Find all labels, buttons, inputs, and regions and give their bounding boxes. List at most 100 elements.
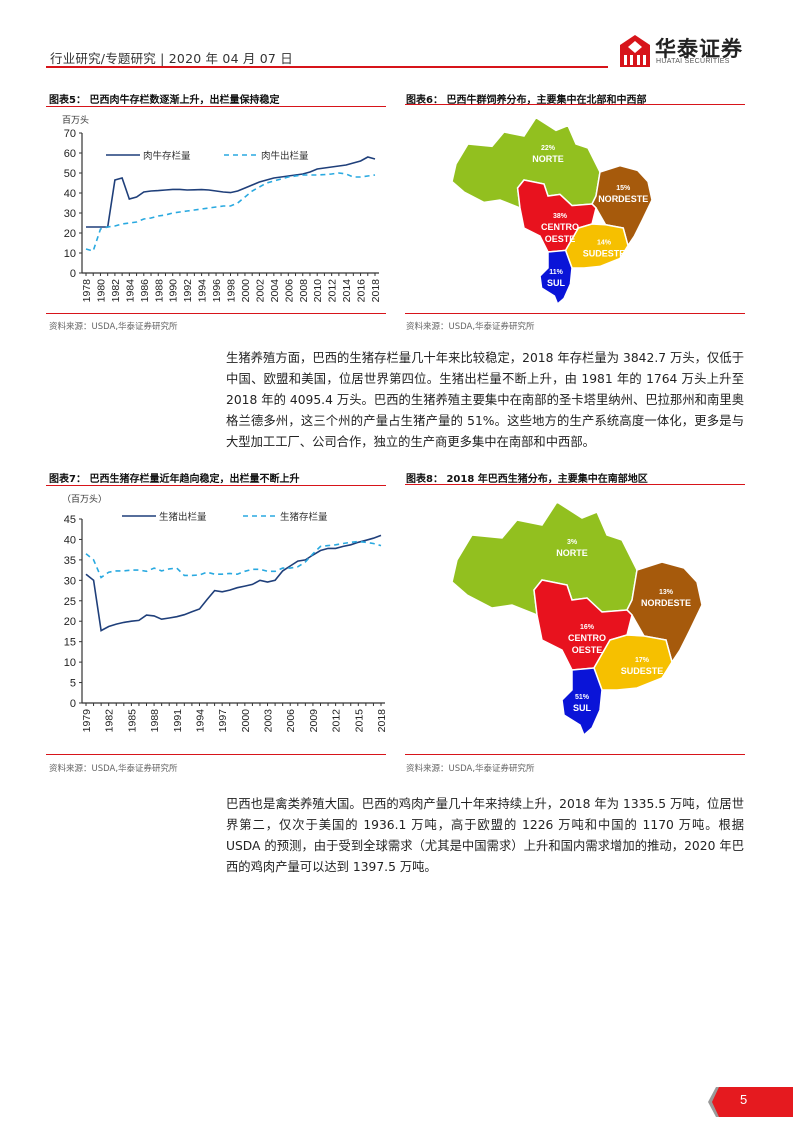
x-tick-label: 2006: [285, 709, 297, 733]
region-name-sudeste: SUDESTE: [621, 666, 664, 676]
header-breadcrumb: 行业研究/专题研究 | 2020 年 04 月 07 日: [50, 51, 293, 66]
y-tick-label: 25: [64, 596, 76, 608]
figure5-source: 资料来源：USDA,华泰证券研究所: [49, 322, 178, 332]
region-pct-norte: 3%: [567, 539, 578, 546]
x-tick-label: 2012: [327, 279, 339, 303]
y-tick-label: 30: [64, 208, 76, 220]
region-name-norte: NORTE: [556, 548, 588, 558]
y-tick-label: 30: [64, 575, 76, 587]
page-tab-shape: [708, 1087, 793, 1117]
y-tick-label: 0: [70, 698, 76, 710]
header-divider: [46, 66, 608, 68]
region-sul: [561, 667, 603, 737]
y-tick-label: 10: [64, 657, 76, 669]
page-number: 5: [740, 1092, 748, 1107]
figure8-bottom-rule: [405, 754, 745, 755]
y-tick-label: 45: [64, 514, 76, 526]
y-tick-label: 50: [64, 168, 76, 180]
x-tick-label: 1990: [168, 279, 180, 303]
region-pct-nordeste: 13%: [659, 589, 674, 596]
region-centro-oeste: [516, 179, 597, 253]
y-tick-label: 60: [64, 148, 76, 160]
region-pct-sudeste: 14%: [597, 239, 612, 246]
x-tick-label: 1988: [153, 279, 165, 303]
region-name-nordeste: NORDESTE: [598, 194, 648, 204]
legend-label: 肉牛出栏量: [261, 150, 309, 162]
x-tick-label: 1996: [211, 279, 223, 303]
region-name-centro-oeste: OESTE: [572, 645, 603, 655]
y-tick-label: 5: [70, 678, 76, 690]
x-tick-label: 2004: [269, 279, 281, 303]
figure8-title: 图表8： 2018 年巴西生猪分布，主要集中在南部地区: [406, 474, 648, 485]
region-pct-centro-oeste: 16%: [580, 624, 595, 631]
x-tick-label: 2000: [240, 709, 252, 733]
huatai-logo-icon: [620, 35, 650, 67]
region-pct-sul: 51%: [575, 694, 590, 701]
region-name-sul: SUL: [547, 278, 566, 288]
figure6-brazil-map: 22% NORTE 15% NORDESTE 38% CENTRO OESTE 14% SUDE…: [451, 116, 653, 306]
x-tick-label: 1992: [182, 279, 194, 303]
y-tick-label: 20: [64, 228, 76, 240]
legend-label: 生猪出栏量: [159, 511, 207, 523]
region-sudeste: [564, 223, 629, 269]
x-tick-label: 2000: [240, 279, 252, 303]
region-centro-oeste: [533, 579, 633, 671]
legend-label: 生猪存栏量: [280, 511, 328, 523]
region-pct-nordeste: 15%: [616, 185, 631, 192]
x-tick-label: 2014: [341, 279, 353, 303]
y-tick-label: 40: [64, 534, 76, 546]
y-axis-unit-label: 百万头: [62, 115, 89, 125]
x-tick-label: 1994: [197, 279, 209, 303]
x-tick-label: 1982: [104, 709, 116, 733]
y-tick-label: 15: [64, 637, 76, 649]
x-tick-label: 1997: [217, 709, 229, 733]
region-pct-centro-oeste: 38%: [553, 213, 568, 220]
x-tick-label: 2003: [263, 709, 275, 733]
figure6-bottom-rule: [405, 313, 745, 314]
series-line-1: [85, 172, 376, 252]
x-tick-label: 1980: [95, 279, 107, 303]
region-sul: [539, 249, 573, 306]
region-name-nordeste: NORDESTE: [641, 598, 691, 608]
region-pct-norte: 22%: [541, 145, 556, 152]
y-tick-label: 20: [64, 616, 76, 628]
figure7-title-rule: [46, 485, 386, 486]
x-tick-label: 2018: [376, 709, 388, 733]
x-tick-label: 2018: [370, 279, 382, 303]
region-pct-sul: 11%: [549, 269, 563, 276]
x-tick-label: 1994: [194, 709, 206, 733]
figure5-title: 图表5： 巴西肉牛存栏数逐渐上升，出栏量保持稳定: [49, 95, 280, 106]
x-tick-label: 2016: [356, 279, 368, 303]
figure6-title-rule: [405, 104, 745, 105]
y-tick-label: 35: [64, 555, 76, 567]
x-tick-label: 2006: [283, 279, 295, 303]
region-name-sudeste: SUDESTE: [583, 248, 626, 258]
figure7-bottom-rule: [46, 754, 386, 755]
x-tick-label: 1985: [126, 709, 138, 733]
region-name-centro-oeste: CENTRO: [541, 222, 579, 232]
figure7-chart: （百万头） 0 5 10 15 20 25 30 35 40 45 1979 1982 1985 1988 1…: [62, 494, 388, 733]
figure6-title: 图表6： 巴西牛群饲养分布，主要集中在北部和中西部: [406, 95, 647, 106]
region-sudeste: [593, 634, 673, 691]
x-tick-label: 2008: [298, 279, 310, 303]
figure6-source: 资料来源：USDA,华泰证券研究所: [406, 322, 535, 332]
series-line-1: [85, 540, 382, 579]
series-line-0: [86, 156, 376, 228]
y-tick-label: 70: [64, 128, 76, 140]
region-pct-sudeste: 17%: [635, 657, 650, 664]
figure5-title-rule: [46, 106, 386, 107]
x-tick-label: 2012: [331, 709, 343, 733]
figure7-title: 图表7： 巴西生猪存栏量近年趋向稳定，出栏量不断上升: [49, 474, 300, 485]
figure8-source: 资料来源：USDA,华泰证券研究所: [406, 764, 535, 774]
x-tick-label: 1991: [172, 709, 184, 733]
region-name-centro-oeste: OESTE: [545, 234, 576, 244]
figure8-brazil-map: 3% NORTE 13% NORDESTE 16% CENTRO OESTE 17% SUDES…: [451, 500, 703, 737]
logo-en-text: HUATAI SECURITIES: [656, 58, 730, 65]
x-tick-label: 1998: [226, 279, 238, 303]
y-tick-label: 10: [64, 248, 76, 260]
legend-label: 肉牛存栏量: [143, 150, 191, 162]
x-tick-label: 2009: [308, 709, 320, 733]
x-tick-label: 1979: [81, 709, 93, 733]
x-tick-label: 1986: [139, 279, 151, 303]
region-name-sul: SUL: [573, 703, 592, 713]
